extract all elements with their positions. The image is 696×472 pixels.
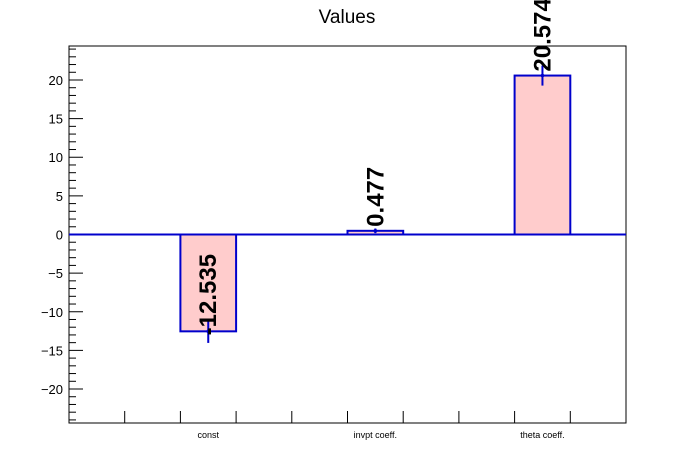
bars: [179, 74, 572, 333]
error-bar-center: [540, 73, 545, 78]
y-tick-label: 0: [56, 228, 63, 243]
data-labels: -12.535 0.477 20.574: [195, 0, 556, 335]
data-label: 0.477: [362, 167, 389, 227]
error-bar-center: [206, 329, 211, 334]
category-label: invpt coeff.: [354, 430, 397, 440]
category-labels: const invpt coeff. theta coeff.: [197, 430, 564, 440]
y-tick-label: 15: [49, 112, 63, 127]
y-tick-label: −15: [41, 343, 63, 358]
error-bar-center: [373, 229, 378, 233]
y-tick-label: 10: [49, 150, 63, 165]
bar: [513, 74, 572, 236]
data-label: 20.574: [529, 0, 556, 72]
chart-title: Values: [319, 7, 376, 28]
bar: [179, 233, 238, 333]
y-tick-label: −5: [48, 266, 63, 281]
error-bars: [206, 65, 545, 343]
y-tick-label: 5: [56, 189, 63, 204]
category-label: theta coeff.: [520, 430, 564, 440]
x-axis: [124, 411, 571, 423]
y-tick-label: −10: [41, 305, 63, 320]
y-axis: −20 −15 −10 −5 0 5 10 15 20: [41, 48, 83, 421]
data-label: -12.535: [195, 254, 222, 335]
y-tick-label: 20: [49, 73, 63, 88]
category-label: const: [197, 430, 219, 440]
y-tick-label: −20: [41, 382, 63, 397]
